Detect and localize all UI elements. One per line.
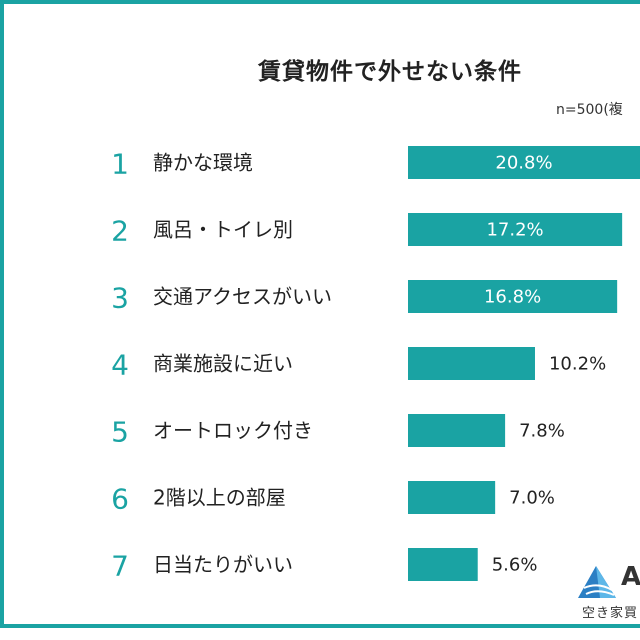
data-label: 16.8% <box>484 287 541 308</box>
sample-size-note: n=500(複 <box>556 102 623 118</box>
category-label: 商業施設に近い <box>153 352 293 376</box>
category-label: 静かな環境 <box>153 151 253 175</box>
rank-number: 5 <box>111 416 129 449</box>
rank-number: 2 <box>111 215 129 248</box>
bar <box>408 347 535 380</box>
logo-subtitle: 空き家買 <box>582 606 639 621</box>
bar <box>408 414 506 447</box>
logo-letter: A <box>621 562 640 592</box>
bar <box>408 548 478 581</box>
logo-triangle-icon <box>578 566 616 598</box>
data-label: 20.8% <box>495 153 552 174</box>
data-label: 5.6% <box>492 555 538 576</box>
data-label: 10.2% <box>549 354 606 375</box>
data-label: 7.8% <box>519 421 565 442</box>
data-label: 7.0% <box>509 488 555 509</box>
bar <box>408 146 640 179</box>
rank-number: 3 <box>111 282 129 315</box>
data-label: 17.2% <box>486 220 543 241</box>
rank-number: 7 <box>111 550 129 583</box>
category-label: 風呂・トイレ別 <box>153 218 293 242</box>
rank-number: 6 <box>111 483 129 516</box>
category-label: 2階以上の部屋 <box>153 486 286 510</box>
chart-title: 賃貸物件で外せない条件 <box>258 59 522 85</box>
category-label: オートロック付き <box>153 419 313 443</box>
bar <box>408 481 496 514</box>
category-label: 日当たりがいい <box>153 553 293 577</box>
rank-number: 4 <box>111 349 129 382</box>
category-label: 交通アクセスがいい <box>153 285 332 309</box>
bar <box>408 213 623 246</box>
rank-number: 1 <box>111 148 129 181</box>
bar <box>408 280 618 313</box>
